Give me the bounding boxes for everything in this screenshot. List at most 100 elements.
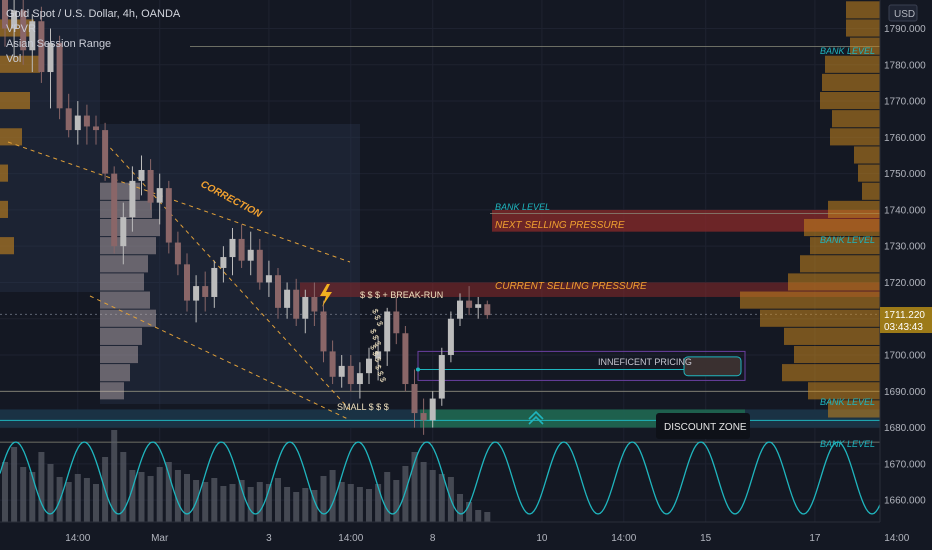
volume-bar (375, 484, 382, 522)
volume-bar (83, 478, 90, 522)
candle-body (384, 311, 391, 352)
current-selling-zone (300, 282, 880, 297)
inefficient-pricing-box (417, 350, 746, 381)
candle-body (302, 296, 309, 319)
candle-body (111, 173, 118, 247)
chevron-up-icon (528, 410, 544, 425)
candle-body (93, 126, 99, 131)
price-tick-label: 1750.000 (884, 169, 926, 180)
volume-bar (293, 492, 300, 522)
session-volume-bar (100, 218, 160, 237)
volume-bar (393, 480, 400, 522)
time-axis (0, 522, 932, 550)
candle-body (165, 188, 172, 243)
candle-body (202, 286, 209, 297)
candle-body (38, 21, 45, 73)
price-tick-label: 1720.000 (884, 278, 926, 289)
volume-bar (93, 484, 99, 522)
bank-level-label: BANK LEVEL (495, 202, 550, 212)
volume-bar (347, 484, 354, 522)
volume-bar (384, 472, 391, 522)
time-tick-label: 14:00 (65, 533, 90, 544)
candle-body (366, 358, 372, 374)
volume-bar (238, 480, 245, 522)
candle-body (65, 108, 72, 131)
volume-bar (2, 462, 8, 522)
volume-bar (366, 489, 372, 522)
price-tick-label: 1690.000 (884, 387, 926, 398)
channel-lower (89, 295, 351, 421)
volume-profile-bar (822, 73, 880, 91)
candle-body (229, 238, 236, 258)
volume-bar (129, 470, 136, 522)
candle-body (83, 115, 90, 127)
volume-bar (320, 476, 327, 522)
price-tick-label: 1680.000 (884, 423, 926, 434)
price-tag (880, 307, 932, 333)
volume-profile-bar (846, 19, 880, 37)
session-volume-bar (100, 327, 142, 345)
current-selling-label: CURRENT SELLING PRESSURE (495, 281, 647, 292)
volume-bar (220, 486, 227, 522)
candle-body (174, 242, 181, 265)
session-volume-bar (100, 309, 156, 327)
currency-label: USD (894, 9, 915, 20)
price-tick-label: 1700.000 (884, 351, 926, 362)
volume-bar (457, 494, 463, 522)
price-tick-label: 1740.000 (884, 205, 926, 216)
volume-profile-bar (858, 164, 880, 182)
session-volume-bar (100, 291, 150, 309)
candle-body (447, 318, 454, 356)
volume-bar (38, 452, 45, 522)
volume-bar (20, 467, 27, 522)
candle-body (311, 296, 318, 312)
break-run-label: $ $ $ + BREAK-RUN (360, 290, 443, 300)
volume-profile-bar (828, 200, 880, 218)
volume-bar (147, 476, 154, 522)
next-selling-zone (492, 209, 880, 232)
indicator-asian-session[interactable]: Asian Session Range (6, 38, 112, 50)
bank-level-label: BANK LEVEL (820, 397, 875, 407)
candle-body (293, 289, 300, 319)
candle-body (120, 217, 127, 247)
time-tick-label: 15 (700, 533, 712, 544)
indicator-vol[interactable]: Vol (6, 53, 22, 65)
candle-body (457, 300, 463, 319)
volume-profile-bar (808, 382, 880, 400)
volume-bar (438, 474, 445, 522)
candle-body (284, 289, 291, 308)
volume-profile-bar (760, 309, 880, 327)
volume-bar (275, 478, 281, 522)
volume-bar (120, 452, 127, 522)
volume-profile-bar (846, 1, 880, 19)
inefficient-pricing-dot (416, 367, 420, 372)
session-volume-bar (100, 382, 124, 400)
candle-body (329, 351, 336, 377)
indicator-vpvr[interactable]: VPVR (6, 23, 36, 35)
volume-bar (229, 484, 236, 522)
price-tick-label: 1730.000 (884, 242, 926, 253)
volume-bar (429, 470, 436, 522)
candle-body (129, 180, 136, 218)
volume-bar (338, 482, 345, 522)
candle-body (20, 10, 27, 51)
session-volume-bar (100, 345, 138, 364)
price-tick-label: 1660.000 (884, 496, 926, 507)
inefficient-pricing-marker (683, 356, 742, 377)
candle-body (56, 43, 63, 109)
session-volume-bar (0, 128, 22, 146)
candle-body (484, 304, 491, 316)
volume-profile-bar (740, 291, 880, 309)
bank-level-label: BANK LEVEL (820, 235, 875, 245)
time-tick-label: 8 (430, 533, 436, 544)
candle-body (356, 373, 363, 385)
session-volume-bar (100, 273, 144, 291)
volume-bar (174, 470, 181, 522)
volume-profile-bar (854, 146, 880, 164)
time-tick-label: 10 (536, 533, 548, 544)
volume-bar (165, 462, 172, 522)
session-volume-bar (0, 91, 30, 110)
candle-body (402, 333, 409, 385)
